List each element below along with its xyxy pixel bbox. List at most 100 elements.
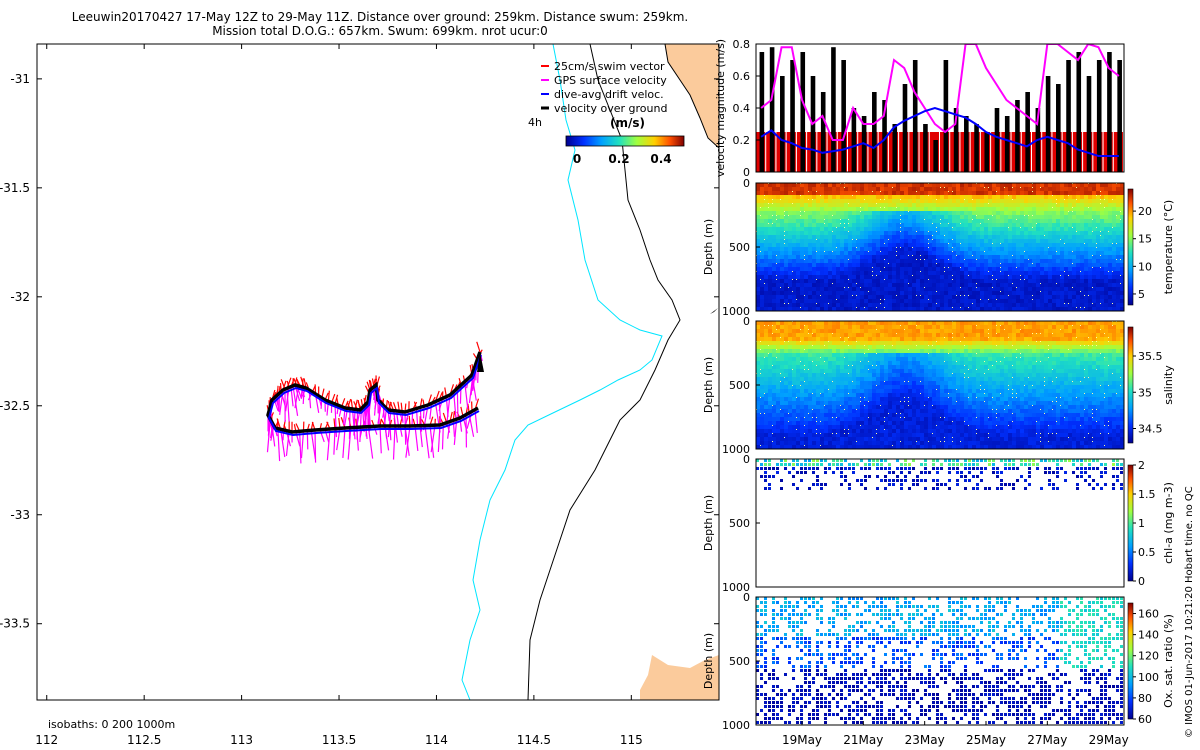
oxygen-colorbar-tick: 60 (1138, 713, 1152, 726)
oxygen-colorbar-tick: 140 (1138, 629, 1159, 642)
map-x-tick-label: 112.5 (127, 733, 161, 747)
temperature-colorbar-tick: 20 (1138, 205, 1152, 218)
map-y-tick-label: -32 (10, 290, 30, 304)
ground-velocity-bar (1056, 84, 1061, 172)
marker-glyph (710, 308, 718, 314)
ground-velocity-bar (974, 124, 979, 172)
map-colorbar: (m/s) 0 0.2 0.4 (565, 116, 685, 166)
ground-velocity-bar (964, 116, 969, 172)
drift-track-line (267, 354, 482, 437)
glider-track-layer (266, 341, 484, 464)
gps-velocity-line (760, 44, 1120, 141)
land-north (665, 44, 719, 148)
oxygen-depth-tick: 1000 (722, 719, 750, 732)
oxygen-colorbar-tick: 100 (1138, 671, 1159, 684)
oxygen-colorbar-tick: 120 (1138, 650, 1159, 663)
isobath-0-line (664, 44, 719, 149)
map-legend: 25cm/s swim vector GPS surface velocity … (528, 60, 667, 129)
date-tick-label: 23May (905, 733, 945, 747)
chlorophyll-y-label: Depth (m) (702, 495, 715, 551)
credit-text: © IMOS 01-Jun-2017 10:21:20 Hobart time.… (1184, 486, 1195, 738)
map-y-tick-label: -31 (10, 72, 30, 86)
legend-swim-label: 25cm/s swim vector (554, 60, 665, 73)
ground-velocity-bar (933, 140, 938, 172)
ground-velocity-bar (902, 84, 908, 172)
ground-track-line (266, 351, 482, 434)
chlorophyll-depth-tick: 0 (743, 453, 750, 466)
oxygen-colorbar-label: Ox. sat. ratio (%) (1162, 614, 1175, 708)
salinity-colorbar-tick: 35.5 (1138, 350, 1163, 363)
ground-velocity-bar (923, 124, 928, 172)
salinity-colorbar-tick: 34.5 (1138, 423, 1163, 436)
temperature-colorbar-tick: 15 (1138, 233, 1152, 246)
ground-velocity-bar (1015, 100, 1020, 172)
date-tick-label: 21May (843, 733, 883, 747)
chart-title-line-2: Mission total D.O.G.: 657km. Swum: 699km… (212, 24, 548, 38)
chlorophyll-colorbar-tick: 0 (1138, 575, 1145, 588)
chlorophyll-field (756, 459, 1123, 490)
salinity-colorbar-tick: 35 (1138, 386, 1152, 399)
velocity-y-tick-label: 0.4 (733, 102, 751, 115)
salinity-depth-tick: 0 (743, 315, 750, 328)
map-x-tick-label: 112 (35, 733, 58, 747)
date-tick-label: 19May (782, 733, 822, 747)
ground-velocity-bar (994, 108, 1000, 172)
chlorophyll-depth-tick: 1000 (722, 581, 750, 594)
ground-velocity-bar (820, 92, 826, 172)
ground-velocity-bar (1117, 60, 1122, 172)
ground-velocity-bar (872, 92, 877, 172)
date-tick-label: 29May (1089, 733, 1129, 747)
oxygen-colorbar-tick: 80 (1138, 692, 1152, 705)
ground-velocity-bar (1045, 76, 1051, 172)
oxygen-field (756, 597, 1123, 724)
map-y-tick-label: -32.5 (0, 399, 30, 413)
ground-velocity-bar (882, 100, 887, 172)
drift-velocity-line (760, 106, 1119, 157)
salinity-y-label: Depth (m) (702, 357, 715, 413)
temperature-depth-tick: 0 (743, 177, 750, 190)
isobaths-label: isobaths: 0 200 1000m (48, 718, 175, 731)
panel-salinity: 0 500 1000 Depth (m) 34.5 35 35.5 salinity (702, 315, 1175, 456)
oxygen-depth-tick: 500 (729, 655, 750, 668)
ground-velocity-bar (892, 124, 898, 172)
map-colorbar-tick-0: 0 (573, 152, 581, 166)
salinity-colorbar-label: salinity (1162, 365, 1175, 405)
salinity-field (756, 321, 1125, 450)
ground-velocity-bar (800, 52, 806, 172)
legend-drift-label: dive-avg drift veloc. (554, 88, 664, 101)
ground-velocity-bar (1096, 60, 1102, 172)
map-y-axis: -31 -31.5 -32 -32.5 -33 -33.5 (0, 72, 719, 631)
temperature-depth-tick: 1000 (722, 305, 750, 318)
temperature-depth-tick: 500 (729, 241, 750, 254)
ground-velocity-bar (1086, 76, 1092, 172)
oxygen-depth-tick: 0 (743, 591, 750, 604)
ground-velocity-bar (1107, 52, 1112, 172)
ground-velocity-bar (1025, 92, 1030, 172)
ground-velocity-bar (851, 108, 857, 172)
oxygen-colorbar-tick: 160 (1138, 608, 1159, 621)
ground-velocity-bar (953, 108, 959, 172)
velocity-y-axis: 0 0.2 0.4 0.6 0.8 (733, 38, 760, 179)
map-panel: 112 112.5 113 113.5 114 114.5 115 -31-31.5-32-… (0, 43, 720, 747)
map-colorbar-tick-1: 0.2 (608, 152, 629, 166)
map-colorbar-tick-2: 0.4 (650, 152, 671, 166)
salinity-colorbar (1127, 326, 1134, 444)
temperature-field (756, 183, 1125, 312)
ground-velocity-bar (841, 60, 846, 172)
map-y-tick-label: -31.5 (0, 181, 30, 195)
ground-velocity-bar (1076, 52, 1082, 172)
land-south (640, 655, 719, 700)
map-y-tick-label: -33.5 (0, 617, 30, 631)
track-end-arrow (477, 352, 484, 372)
temperature-colorbar-tick: 10 (1138, 260, 1152, 273)
date-axis: 19May 21May 23May 25May 27May 29May (782, 721, 1129, 747)
map-colorbar-title: (m/s) (610, 116, 645, 130)
isobath-200-line (461, 44, 663, 700)
velocity-y-tick-label: 0.8 (733, 38, 751, 51)
temperature-colorbar (1127, 188, 1134, 306)
date-tick-label: 27May (1027, 733, 1067, 747)
ground-velocity-bar (1004, 116, 1010, 172)
legend-ground-label: velocity over ground (554, 102, 667, 115)
